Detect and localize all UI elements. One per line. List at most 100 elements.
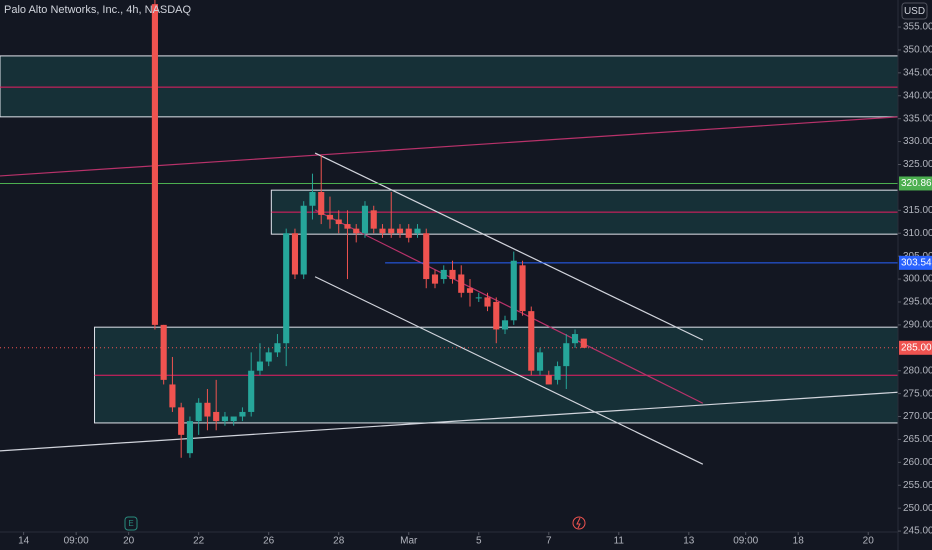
trend-line [0, 391, 899, 452]
price-label-box [899, 255, 932, 270]
x-tick-label: 11 [614, 536, 625, 547]
candle-body [458, 274, 465, 293]
candle-body [431, 274, 439, 284]
y-tick-label: 325.00 [903, 159, 932, 170]
candle-body [353, 228, 360, 234]
currency-label[interactable]: USD [904, 6, 925, 17]
y-tick-label: 295.00 [903, 297, 932, 308]
candle-body [300, 205, 307, 275]
y-tick-label: 355.00 [903, 22, 932, 33]
y-tick-label: 275.00 [903, 388, 932, 399]
candle-body [545, 375, 552, 385]
candle-body [388, 228, 395, 234]
candle-body [309, 191, 316, 206]
trend-line [0, 116, 899, 177]
last-price-box [899, 340, 932, 355]
x-tick-label: 09:00 [733, 536, 758, 547]
candle-body [160, 324, 167, 380]
candle-body [213, 411, 220, 422]
price-label: 320.86 [901, 178, 932, 189]
x-tick-label: 5 [476, 536, 482, 547]
candle-body [449, 269, 456, 280]
candle-body [423, 233, 430, 280]
x-tick-label: 14 [18, 536, 30, 547]
zone [0, 55, 899, 118]
candle-body [335, 219, 342, 225]
earnings-icon[interactable]: E [124, 516, 138, 531]
candle-body [169, 384, 176, 408]
trend-line [314, 209, 704, 404]
candle-body [563, 343, 570, 367]
candle-body [379, 228, 386, 234]
trend-line [314, 276, 704, 465]
price-label: 303.54 [901, 257, 932, 268]
x-tick-label: 20 [863, 536, 875, 547]
candle-body [484, 297, 491, 307]
x-tick-label: 18 [793, 536, 805, 547]
y-tick-label: 350.00 [903, 45, 932, 56]
y-tick-label: 300.00 [903, 274, 932, 285]
candle-body [326, 214, 334, 220]
candle-body [466, 288, 474, 293]
x-tick-label: 13 [683, 536, 695, 547]
candle-body [274, 343, 281, 353]
candle-body [221, 416, 229, 422]
y-tick-label: 310.00 [903, 228, 932, 239]
x-tick-label: 20 [123, 536, 135, 547]
candle-body [571, 334, 579, 344]
y-tick-label: 255.00 [903, 480, 932, 491]
trend-line [314, 152, 704, 341]
symbol-title: Palo Alto Networks, Inc., 4h, NASDAQ [4, 4, 192, 16]
y-tick-label: 345.00 [903, 67, 932, 78]
candle-body [493, 301, 500, 330]
candle-body [256, 361, 264, 371]
candle-body [554, 366, 561, 380]
x-tick-label: 26 [263, 536, 275, 547]
y-tick-label: 335.00 [903, 113, 932, 124]
candle-body [204, 402, 211, 417]
last-price-label: 285.00 [901, 342, 932, 353]
candle-body [291, 233, 299, 275]
x-tick-label: 7 [546, 536, 552, 547]
candle-body [440, 269, 447, 280]
candle-body [501, 320, 509, 330]
x-tick-label: 09:00 [64, 536, 89, 547]
y-tick-label: 270.00 [903, 411, 932, 422]
x-tick-label: 22 [193, 536, 205, 547]
candle-body [580, 338, 587, 348]
candle-body [475, 297, 482, 299]
candle-body [536, 352, 544, 371]
y-tick-label: 330.00 [903, 136, 932, 147]
x-tick-label: 28 [333, 536, 345, 547]
candle-body [344, 224, 351, 229]
x-tick-label: Mar [400, 536, 418, 547]
candle-body [230, 416, 237, 422]
candle-body [361, 205, 369, 234]
candle-body [248, 370, 255, 412]
candle-body [519, 265, 526, 312]
candle-body [405, 228, 412, 238]
candle-body [195, 402, 202, 422]
y-tick-label: 260.00 [903, 457, 932, 468]
svg-text:E: E [128, 519, 133, 528]
candle-body [414, 228, 421, 234]
y-tick-label: 250.00 [903, 503, 932, 514]
y-tick-label: 315.00 [903, 205, 932, 216]
plot-area [0, 0, 899, 465]
y-tick-label: 290.00 [903, 320, 932, 331]
candle-body [186, 421, 193, 454]
price-label-box [899, 176, 932, 191]
y-tick-label: 280.00 [903, 365, 932, 376]
y-tick-label: 265.00 [903, 434, 932, 445]
candle-body [510, 260, 517, 321]
candle-body [178, 407, 185, 435]
y-tick-label: 340.00 [903, 90, 932, 101]
candle-body [318, 191, 325, 215]
dividend-icon[interactable] [572, 516, 586, 530]
candle-body [396, 228, 404, 234]
candle-body [239, 411, 246, 417]
candle-body [151, 4, 158, 325]
currency-button[interactable] [901, 2, 928, 20]
